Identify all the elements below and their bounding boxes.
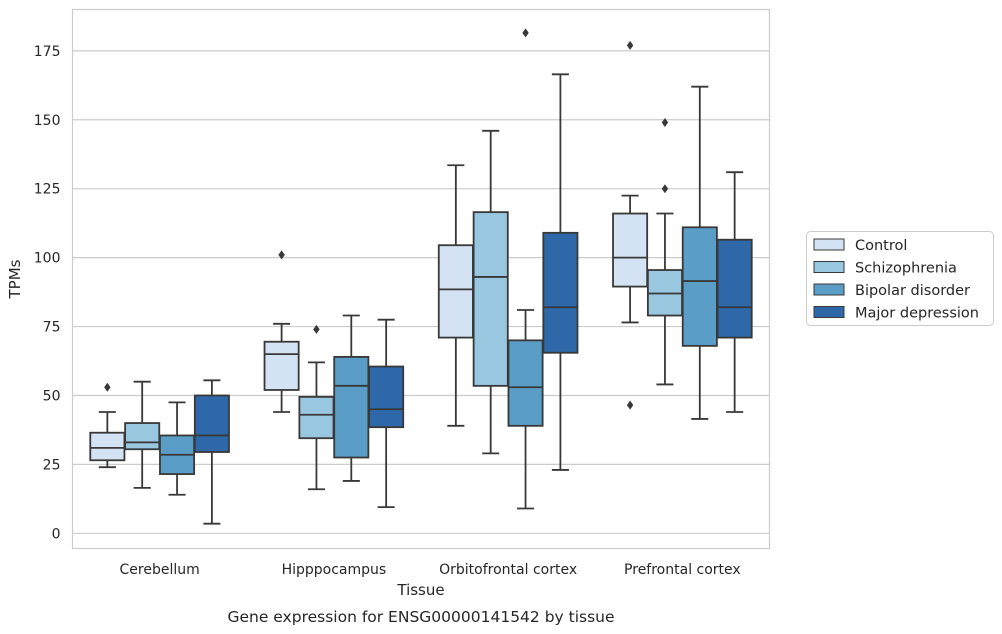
box-plot xyxy=(437,164,474,427)
box xyxy=(368,365,405,429)
legend-label: Major depression xyxy=(855,306,979,322)
box xyxy=(89,431,126,462)
y-tick-labels: 0 25 50 75 100 125 150 175 xyxy=(34,44,61,542)
box-plot xyxy=(298,324,335,491)
box-plot xyxy=(124,380,161,489)
legend-swatch xyxy=(813,261,845,273)
box-plot xyxy=(542,73,579,471)
box-plot xyxy=(472,129,509,455)
box xyxy=(716,238,753,339)
y-tick-label: 50 xyxy=(43,388,61,404)
x-axis-label: Tissue xyxy=(396,581,444,599)
box xyxy=(333,355,370,459)
box xyxy=(124,422,161,451)
chart-caption: Gene expression for ENSG00000141542 by t… xyxy=(227,608,614,626)
outlier-point xyxy=(278,250,285,260)
y-tick-label: 150 xyxy=(34,113,61,129)
y-tick-label: 125 xyxy=(34,182,61,198)
outlier-point xyxy=(626,400,634,410)
x-tick-label: Hipppocampus xyxy=(282,562,387,578)
legend-label: Control xyxy=(855,238,907,254)
box xyxy=(612,212,649,288)
box-plot xyxy=(507,28,544,510)
plot-frame xyxy=(71,8,771,550)
x-tick-label: Orbitofrontal cortex xyxy=(439,562,577,578)
outlier-point xyxy=(661,118,669,128)
y-tick-label: 100 xyxy=(34,251,61,267)
box-plot xyxy=(716,171,753,413)
x-tick-label: Cerebellum xyxy=(120,562,200,578)
legend-label: Bipolar disorder xyxy=(855,283,970,299)
box-plot xyxy=(89,382,126,469)
box xyxy=(507,339,544,427)
outlier-point xyxy=(104,382,111,392)
y-axis-label: TPMs xyxy=(6,259,24,299)
legend-swatch xyxy=(813,306,845,318)
box-plot xyxy=(368,318,405,509)
legend: Control Schizophrenia Bipolar disorder Majo… xyxy=(806,231,994,326)
box-plot xyxy=(681,85,718,420)
y-tick-label: 175 xyxy=(34,44,61,60)
box-plot xyxy=(159,401,196,496)
x-tick-label: Prefrontal cortex xyxy=(624,562,741,578)
box xyxy=(472,211,509,387)
box xyxy=(542,231,579,354)
box xyxy=(298,395,335,440)
outlier-point xyxy=(661,184,669,194)
box-plot xyxy=(193,379,230,525)
legend-frame xyxy=(806,231,994,326)
box-plot xyxy=(263,250,300,413)
box-plots xyxy=(89,28,753,525)
outlier-point xyxy=(522,28,529,38)
y-tick-label: 75 xyxy=(43,320,61,336)
legend-swatch xyxy=(813,283,845,296)
legend-swatch xyxy=(813,238,845,251)
box xyxy=(681,226,718,347)
box-plot xyxy=(612,40,649,410)
box-plot xyxy=(646,118,683,386)
outlier-point xyxy=(313,324,320,334)
box xyxy=(437,244,474,339)
y-tick-label: 0 xyxy=(52,526,61,542)
box xyxy=(193,394,230,453)
legend-label: Schizophrenia xyxy=(855,261,957,277)
box xyxy=(263,340,300,391)
box-plot xyxy=(333,314,370,482)
x-tick-labels: Cerebellum Hipppocampus Orbitofrontal cort… xyxy=(120,562,741,578)
outlier-point xyxy=(626,40,634,50)
y-tick-label: 25 xyxy=(43,457,61,473)
